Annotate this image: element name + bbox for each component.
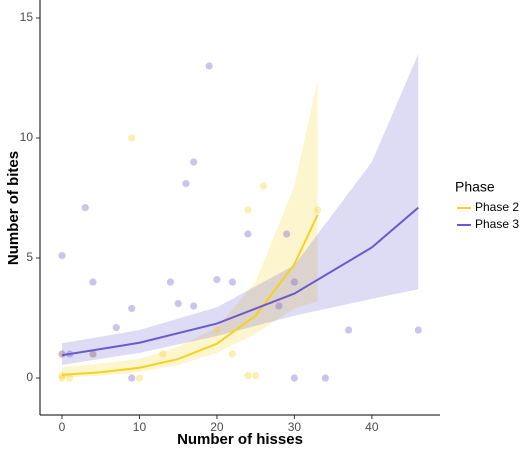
legend-label: Phase 2 [475, 200, 519, 214]
y-tick-label: 5 [26, 250, 33, 264]
x-tick-label: 40 [365, 420, 379, 434]
y-tick-label: 0 [26, 370, 33, 384]
data-point [275, 302, 283, 310]
data-point [190, 302, 198, 310]
data-point [166, 278, 175, 286]
data-point [81, 204, 89, 212]
data-point [128, 374, 136, 382]
x-axis-title: Number of hisses [177, 431, 303, 448]
data-point [135, 374, 144, 382]
data-point [228, 350, 237, 358]
data-point [344, 326, 353, 334]
fit-line [61, 214, 319, 376]
x-tick-label: 10 [133, 420, 147, 434]
data-point [182, 180, 190, 188]
data-point [190, 158, 198, 166]
y-tick-label: 10 [20, 130, 34, 144]
data-point [205, 62, 213, 70]
data-point [259, 182, 267, 190]
data-point [174, 300, 182, 308]
data-point [414, 326, 422, 334]
data-point [213, 326, 221, 334]
data-point [321, 374, 329, 382]
x-tick-label: 0 [59, 420, 66, 434]
legend-title: Phase [455, 179, 495, 195]
data-point [213, 276, 221, 284]
x-tick-label: 30 [288, 420, 302, 434]
data-point [314, 206, 322, 214]
y-tick-label: 15 [20, 10, 34, 24]
data-point [159, 350, 167, 358]
legend-label: Phase 3 [475, 217, 519, 231]
fit-line [61, 206, 419, 357]
data-point [89, 350, 97, 358]
y-axis-title: Number of bites [5, 151, 22, 265]
data-point [89, 350, 97, 358]
data-point [252, 372, 260, 380]
data-point [290, 374, 298, 382]
data-point [244, 230, 252, 238]
data-point [128, 304, 136, 313]
data-point [89, 278, 97, 286]
x-tick-label: 20 [210, 420, 224, 434]
confidence-band [61, 80, 318, 378]
data-point [244, 372, 252, 380]
data-point [290, 278, 298, 286]
data-point [283, 230, 291, 238]
data-point [244, 206, 252, 214]
data-point [228, 278, 237, 286]
data-point [128, 134, 136, 142]
data-point [66, 374, 74, 382]
data-point [112, 324, 120, 332]
data-point [58, 374, 66, 382]
confidence-band [61, 54, 419, 365]
data-point [58, 252, 66, 260]
